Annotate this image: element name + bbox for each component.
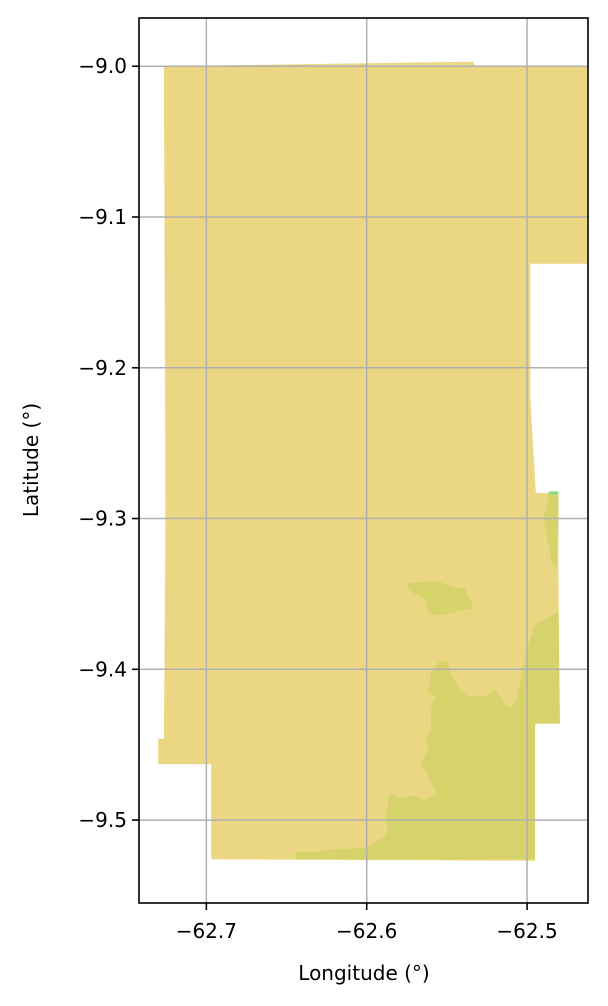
- secondary-region-south: [296, 612, 560, 860]
- y-tick-label-3: −9.3: [78, 507, 127, 531]
- y-tick-label-2: −9.2: [78, 356, 127, 380]
- gridlines: [139, 18, 588, 903]
- main-region: [158, 61, 587, 861]
- secondary-region-east-strip: [543, 494, 559, 567]
- x-axis-label: Longitude (°): [298, 961, 429, 985]
- y-axis-ticks: −9.0 −9.1 −9.2 −9.3 −9.4 −9.5: [78, 54, 139, 832]
- y-tick-label-4: −9.4: [78, 657, 127, 681]
- map-regions: [158, 61, 587, 861]
- x-axis-ticks: −62.7 −62.6 −62.5: [176, 903, 558, 943]
- x-tick-label-2: −62.5: [496, 919, 557, 943]
- y-axis-label: Latitude (°): [19, 403, 43, 517]
- y-tick-label-5: −9.5: [78, 808, 127, 832]
- y-tick-label-0: −9.0: [78, 54, 127, 78]
- y-tick-label-1: −9.1: [78, 205, 127, 229]
- plot-frame: [138, 17, 589, 904]
- small-green-patch: [548, 491, 559, 495]
- x-tick-label-1: −62.6: [336, 919, 397, 943]
- secondary-region-north-patch: [406, 581, 473, 615]
- x-tick-label-0: −62.7: [176, 919, 237, 943]
- secondary-region-west-band: [421, 688, 475, 795]
